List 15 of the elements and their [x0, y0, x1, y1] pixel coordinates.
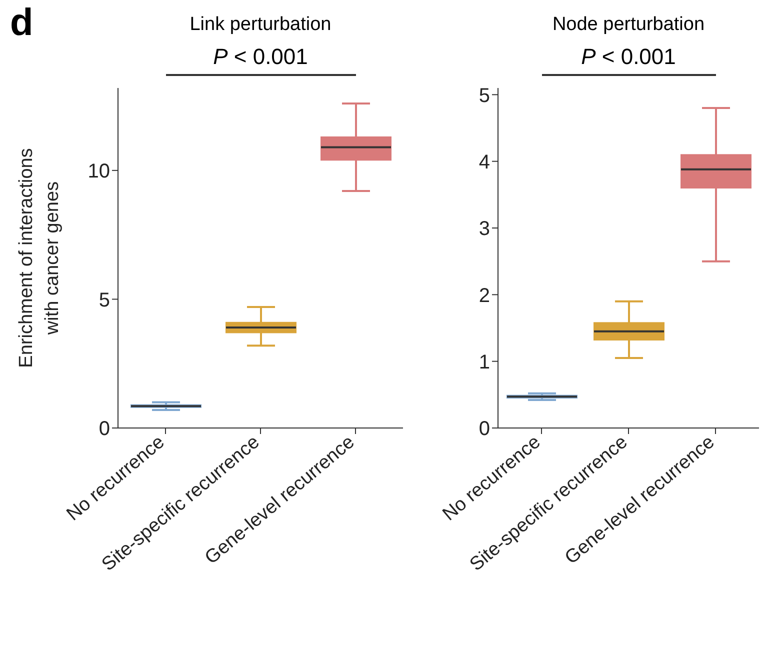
y-tick-label: 10	[88, 160, 110, 183]
y-tick-label: 5	[478, 84, 490, 107]
y-axis-title: Enrichment of interactions with cancer genes	[16, 148, 63, 368]
text: P < 0.001	[580, 44, 677, 70]
y-tick-label: 0	[98, 418, 110, 440]
chart-title: Link perturbation	[188, 14, 332, 36]
chart-title: Node perturbation	[551, 14, 706, 36]
y-tick-label: 2	[478, 284, 490, 307]
text: P < 0.001	[212, 44, 309, 70]
y-tick-label: 5	[98, 289, 110, 312]
y-tick-label: 0	[478, 418, 490, 440]
y-tick-label: 4	[478, 151, 490, 174]
text: d	[10, 2, 34, 45]
y-tick-label: 1	[478, 351, 490, 374]
y-tick-label: 3	[478, 218, 490, 240]
